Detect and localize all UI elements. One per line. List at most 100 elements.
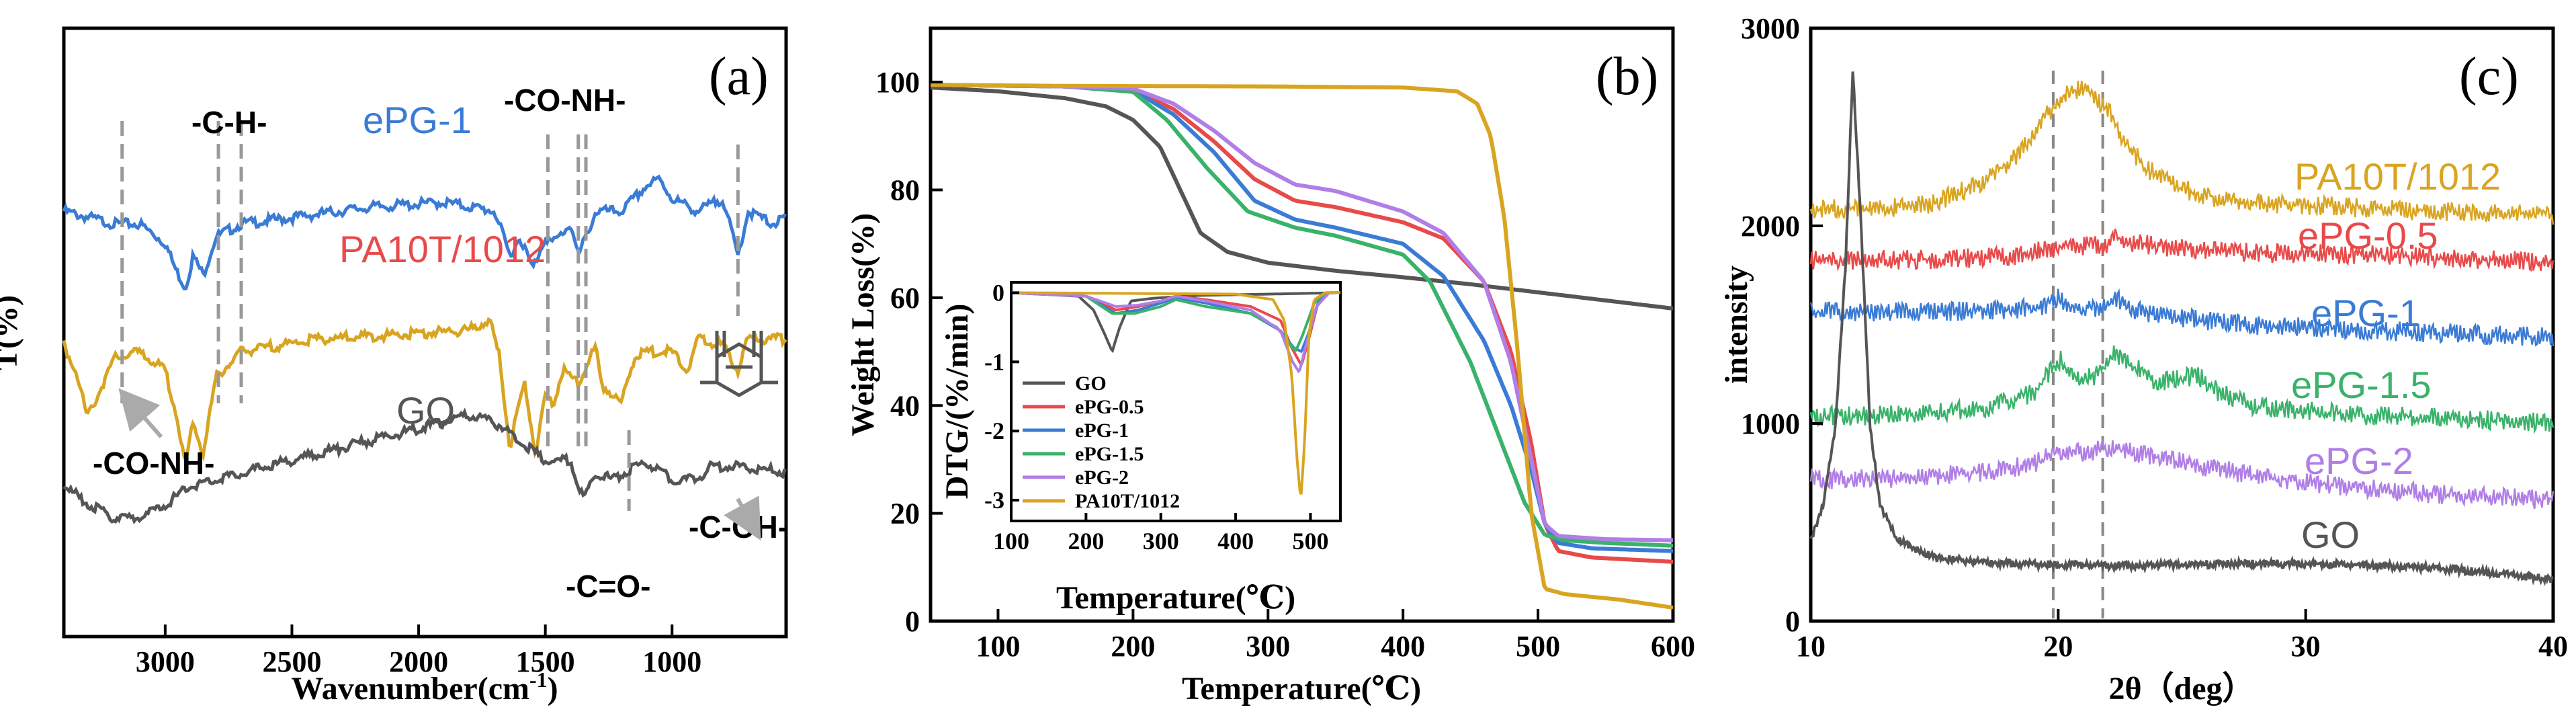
dtg-inset-frame (1010, 281, 1342, 522)
tga-x-axis-label: Temperature(℃) (1182, 671, 1421, 706)
tga-x-tick-label: 100 (976, 630, 1020, 663)
dtg-line-epg-2 (1011, 291, 1340, 374)
ftir-line-epg-1 (62, 174, 787, 291)
tga-y-axis-label: Weight Loss(%) (845, 213, 881, 436)
tga-panel: 100 200 300 400 500 600 0 20 40 60 80 100 (b) Weigh… (845, 26, 1695, 706)
annotation-c-o: -C=O- (566, 569, 651, 604)
dtg-x-tick-label: 500 (1292, 528, 1328, 555)
ftir-series-label-go: GO (396, 389, 455, 432)
annotation-co-nh-bottom: -CO-NH- (93, 446, 214, 481)
xrd-x-tick-label: 10 (1796, 630, 1826, 663)
tga-y-tick-label: 40 (890, 389, 920, 422)
ftir-series-label-pa10t: PA10T/1012 (339, 228, 546, 270)
benzene-ring-icon (700, 331, 778, 397)
dtg-y-tick-label: -2 (984, 417, 1004, 444)
xrd-series-label-epg05: ePG-0.5 (2298, 214, 2438, 257)
ftir-marker-group (120, 121, 740, 511)
xrd-y-axis-label: intensity (1719, 266, 1754, 384)
ftir-x-tick-label: 2000 (389, 645, 448, 678)
xrd-x-tick-label: 20 (2043, 630, 2073, 663)
tga-series-group (930, 83, 1674, 610)
dtg-y-tick-label: 0 (992, 279, 1004, 306)
xrd-line-pa10t-1012 (1809, 81, 2554, 225)
xrd-line-epg-1-5 (1809, 345, 2554, 434)
dtg-series-group (1011, 291, 1341, 495)
tga-y-tick-label: 20 (890, 497, 920, 530)
tga-y-tick-label: 0 (905, 605, 920, 638)
xrd-x-tick-label: 40 (2538, 630, 2568, 663)
ftir-x-ticks: 3000 2500 2000 1500 1000 (136, 624, 701, 678)
xrd-panel: 10 20 30 40 0 1000 2000 3000 (c) PA10T/1012 ePG… (1719, 12, 2568, 706)
arrow-co-nh (118, 388, 163, 438)
ftir-line-go (62, 407, 787, 525)
tga-y-tick-label: 60 (890, 282, 920, 315)
xrd-series-group (1809, 71, 2554, 586)
annotation-c-oh: -C-OH- (689, 510, 788, 544)
dtg-legend-label: PA10T/1012 (1075, 490, 1180, 512)
ftir-panel: 3000 2500 2000 1500 1000 (a) ePG-1 PA10T/101… (0, 26, 788, 706)
ftir-x-tick-label: 3000 (136, 645, 195, 678)
xrd-series-label-epg15: ePG-1.5 (2291, 364, 2432, 406)
tga-y-tick-label: 80 (890, 174, 920, 207)
xrd-line-epg-2 (1809, 438, 2554, 510)
xrd-marker-group (2051, 71, 2104, 618)
xrd-series-label-epg2: ePG-2 (2305, 440, 2413, 482)
xrd-series-label-pa10t: PA10T/1012 (2294, 155, 2501, 198)
xrd-plot-frame (1809, 26, 2555, 623)
ftir-series-group (62, 174, 787, 525)
dtg-x-axis-label: Temperature(℃) (1056, 580, 1295, 616)
dtg-ticks: 100 200 300 400 500 0 -1 -2 -3 (984, 279, 1328, 555)
ftir-line-pa10t-1012 (62, 317, 787, 465)
dtg-legend-label: GO (1075, 372, 1107, 395)
dtg-line-pa10t-1012 (1011, 291, 1340, 495)
tga-ticks: 100 200 300 400 500 600 0 20 40 60 80 100 (875, 66, 1695, 663)
tga-x-tick-label: 300 (1246, 630, 1290, 663)
dtg-x-tick-label: 100 (993, 528, 1029, 555)
tga-x-tick-label: 500 (1516, 630, 1560, 663)
xrd-y-tick-label: 0 (1785, 605, 1800, 638)
panel-label-b: (b) (1596, 47, 1658, 106)
tga-y-tick-label: 100 (875, 66, 920, 99)
xrd-y-tick-label: 2000 (1741, 210, 1800, 243)
annotation-co-nh-top: -CO-NH- (504, 83, 626, 118)
ftir-x-tick-label: 1000 (642, 645, 701, 678)
ftir-y-axis-label: T(%) (0, 295, 24, 370)
annotation-c-h: -C-H- (191, 105, 267, 140)
xrd-ticks: 10 20 30 40 0 1000 2000 3000 (1741, 12, 2568, 663)
tga-x-tick-label: 200 (1111, 630, 1155, 663)
dtg-y-tick-label: -3 (984, 487, 1004, 514)
tga-x-tick-label: 600 (1651, 630, 1695, 663)
dtg-y-axis-label: DTG/(%/min) (939, 304, 975, 499)
tga-x-tick-label: 400 (1381, 630, 1425, 663)
panel-label-c: (c) (2459, 47, 2519, 106)
ftir-x-tick-label: 1500 (516, 645, 575, 678)
dtg-x-tick-label: 300 (1143, 528, 1179, 555)
xrd-line-go (1809, 71, 2554, 586)
ftir-x-tick-label: 2500 (262, 645, 321, 678)
xrd-series-label-epg1: ePG-1 (2311, 292, 2420, 334)
dtg-legend-label: ePG-1.5 (1075, 443, 1144, 465)
xrd-x-tick-label: 30 (2291, 630, 2321, 663)
dtg-x-tick-label: 200 (1068, 528, 1104, 555)
xrd-series-label-go: GO (2301, 514, 2360, 556)
xrd-line-epg-0-5 (1809, 229, 2554, 272)
dtg-y-tick-label: -1 (984, 348, 1004, 375)
tga-line-go (930, 85, 1674, 311)
xrd-y-tick-label: 1000 (1741, 407, 1800, 440)
xrd-x-axis-label: 2θ（deg） (2108, 671, 2254, 706)
ftir-x-axis-label: Wavenumber(cm-1) (291, 668, 558, 706)
xrd-line-epg-1 (1809, 288, 2554, 347)
dtg-legend-label: ePG-1 (1075, 419, 1129, 442)
arrow-c-oh (724, 495, 761, 541)
dtg-legend-label: ePG-0.5 (1075, 396, 1144, 418)
ftir-series-label-epg1: ePG-1 (363, 99, 472, 141)
ftir-plot-frame (62, 26, 788, 639)
dtg-legend-label: ePG-2 (1075, 467, 1129, 489)
dtg-x-tick-label: 400 (1217, 528, 1254, 555)
xrd-y-tick-label: 3000 (1741, 12, 1800, 45)
tga-plot-frame (929, 26, 1675, 623)
panel-label-a: (a) (709, 47, 769, 106)
